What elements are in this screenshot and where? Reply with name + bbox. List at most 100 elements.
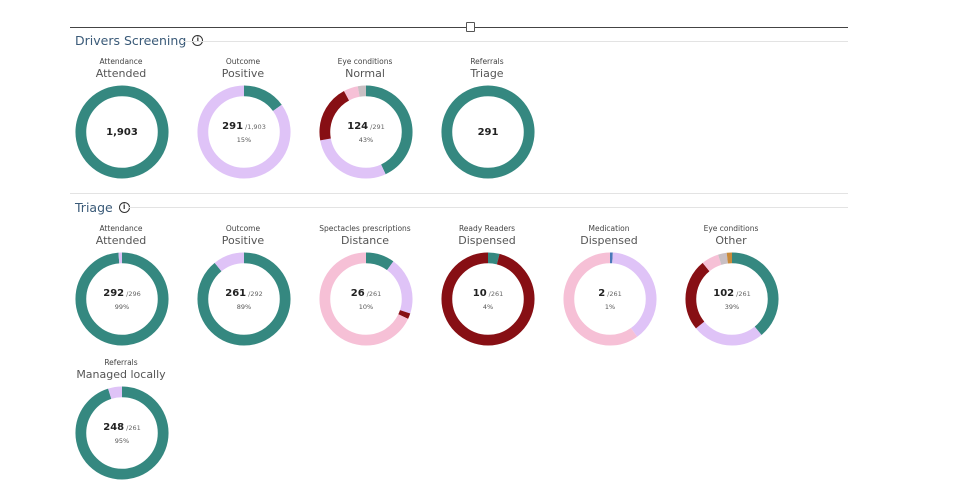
donut-center: 26/261 10% — [317, 250, 415, 348]
percent-value: 39% — [724, 302, 740, 311]
donut-center: 2/261 1% — [561, 250, 659, 348]
donut-center: 248/261 95% — [73, 384, 171, 482]
donut-segment-lavender[interactable] — [197, 252, 291, 346]
kpi-card[interactable]: Medication Dispensed 2/261 1% — [549, 224, 669, 346]
count-numerator: 248 — [103, 421, 125, 433]
donut-segment-orange[interactable] — [685, 252, 779, 346]
kpi-card[interactable]: Eye conditions Other 102/261 39% — [671, 224, 791, 346]
donut-chart[interactable] — [561, 250, 659, 348]
donut-center: 10/261 4% — [439, 250, 537, 348]
top-slider-handle[interactable] — [466, 22, 475, 32]
count-denominator: /261 — [736, 289, 751, 298]
donut-segment-lavender[interactable] — [319, 85, 413, 179]
kpi-card[interactable]: Spectacles prescriptions Distance 26/261 10… — [305, 224, 425, 346]
count-value: 124/291 — [347, 121, 384, 132]
card-label: Outcome — [225, 224, 261, 233]
donut-segment-teal[interactable] — [441, 85, 535, 179]
donut-chart[interactable] — [195, 83, 293, 181]
card-value: Managed locally — [76, 368, 166, 381]
donut-segment-pink[interactable] — [319, 252, 413, 346]
kpi-card[interactable]: Attendance Attended 1,903 — [61, 57, 181, 179]
section-divider — [70, 193, 848, 194]
kpi-card[interactable]: Attendance Attended 292/296 99% — [61, 224, 181, 346]
count-numerator: 292 — [103, 287, 125, 299]
card-value: Other — [715, 234, 747, 247]
count-numerator: 291 — [222, 120, 244, 132]
donut-segment-darkred[interactable] — [319, 85, 413, 179]
donut-chart[interactable] — [73, 384, 171, 482]
section-divider — [128, 207, 848, 208]
section-divider — [183, 41, 848, 42]
count-denominator: /291 — [370, 122, 385, 131]
donut-segment-pink[interactable] — [563, 252, 657, 346]
percent-value: 89% — [236, 302, 252, 311]
percent-value: 43% — [358, 135, 374, 144]
donut-segment-teal[interactable] — [75, 85, 169, 179]
donut-chart[interactable] — [683, 250, 781, 348]
card-label: Outcome — [225, 57, 261, 66]
kpi-card[interactable]: Referrals Triage 291 — [427, 57, 547, 179]
count-denominator: /296 — [126, 289, 141, 298]
count-numerator: 26 — [350, 287, 365, 299]
donut-chart[interactable] — [439, 250, 537, 348]
percent-value: 99% — [114, 302, 130, 311]
count-value: 1,903 — [106, 127, 138, 138]
donut-segment-lavender[interactable] — [197, 85, 291, 179]
card-label: Medication — [588, 224, 630, 233]
count-value: 292/296 — [103, 288, 140, 299]
donut-segment-lavender[interactable] — [319, 252, 413, 346]
kpi-card[interactable]: Outcome Positive 261/292 89% — [183, 224, 303, 346]
donut-segment-lavender[interactable] — [75, 252, 169, 346]
top-slider-track[interactable] — [70, 27, 848, 28]
donut-segment-darkred[interactable] — [685, 252, 779, 346]
count-denominator: /292 — [248, 289, 263, 298]
count-denominator: /1,903 — [245, 122, 266, 131]
percent-value: 10% — [358, 302, 374, 311]
donut-center: 261/292 89% — [195, 250, 293, 348]
percent-value: 15% — [236, 135, 252, 144]
count-denominator: /261 — [126, 423, 141, 432]
count-value: 10/261 — [473, 288, 504, 299]
donut-segment-lavender[interactable] — [75, 386, 169, 480]
card-value: Dispensed — [580, 234, 638, 247]
donut-chart[interactable] — [195, 250, 293, 348]
percent-value: 1% — [604, 302, 616, 311]
count-numerator: 10 — [472, 287, 487, 299]
kpi-card[interactable]: Outcome Positive 291/1,903 15% — [183, 57, 303, 179]
donut-segment-darkred[interactable] — [441, 252, 535, 346]
card-label: Spectacles prescriptions — [319, 224, 411, 233]
donut-chart[interactable] — [317, 83, 415, 181]
count-numerator: 102 — [713, 287, 735, 299]
count-value: 26/261 — [351, 288, 382, 299]
donut-chart[interactable] — [73, 83, 171, 181]
count-denominator: /261 — [366, 289, 382, 298]
section-header-drivers-screening: Drivers Screening i — [75, 33, 204, 48]
card-label: Eye conditions — [703, 224, 759, 233]
donut-segment-gray[interactable] — [319, 85, 413, 179]
donut-chart[interactable] — [317, 250, 415, 348]
kpi-card[interactable]: Ready Readers Dispensed 10/261 4% — [427, 224, 547, 346]
donut-center: 124/291 43% — [317, 83, 415, 181]
card-value: Distance — [340, 234, 390, 247]
count-numerator: 2 — [598, 287, 606, 299]
donut-segment-lavender[interactable] — [563, 252, 657, 346]
count-numerator: 1,903 — [106, 126, 138, 138]
donut-center: 291/1,903 15% — [195, 83, 293, 181]
donut-chart[interactable] — [439, 83, 537, 181]
count-value: 248/261 — [103, 422, 140, 433]
kpi-card[interactable]: Eye conditions Normal 124/291 43% — [305, 57, 425, 179]
count-numerator: 291 — [477, 126, 499, 138]
card-value: Normal — [345, 67, 385, 80]
donut-center: 102/261 39% — [683, 250, 781, 348]
card-label: Referrals — [470, 57, 504, 66]
count-value: 291 — [478, 127, 499, 138]
donut-segment-lavender[interactable] — [685, 252, 779, 346]
donut-chart[interactable] — [73, 250, 171, 348]
kpi-card[interactable]: Referrals Managed locally 248/261 95% — [61, 358, 181, 480]
donut-center: 291 — [439, 83, 537, 181]
section-header-triage: Triage i — [75, 200, 130, 215]
count-denominator: /261 — [607, 289, 622, 298]
percent-value: 95% — [114, 436, 130, 445]
info-icon[interactable]: i — [192, 35, 204, 46]
card-label: Attendance — [99, 57, 143, 66]
